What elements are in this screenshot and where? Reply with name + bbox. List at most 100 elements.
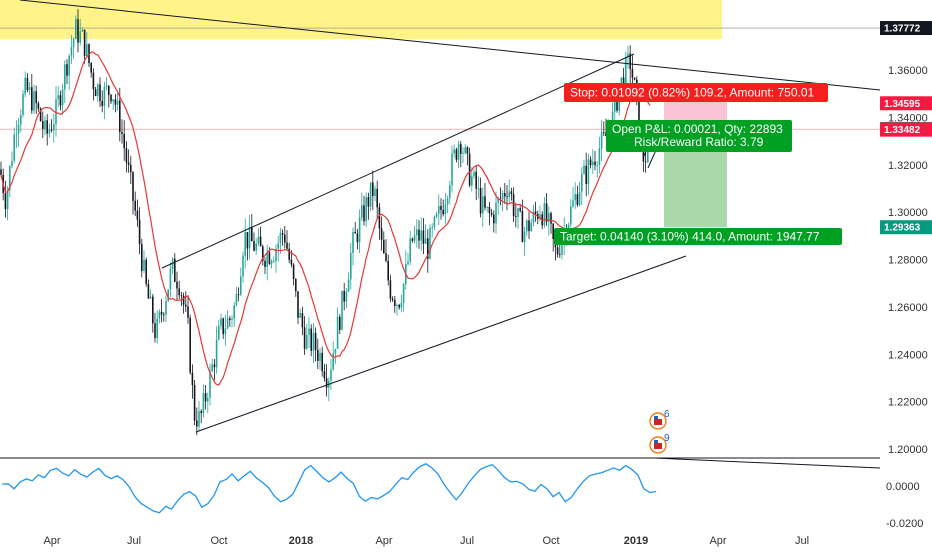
candle-body	[226, 318, 229, 329]
candle-body	[284, 234, 286, 243]
candle-body	[189, 317, 191, 373]
candle-body	[402, 284, 405, 303]
candle-body	[431, 227, 433, 228]
candle-body	[297, 291, 299, 318]
candle-body	[440, 205, 442, 210]
candle-body	[528, 220, 530, 232]
oscillator-axis[interactable]: 0.0000 -0.0200	[886, 481, 923, 530]
candle-body	[347, 279, 350, 292]
candle-body	[81, 29, 84, 32]
candle-body	[191, 372, 194, 385]
candle-body	[17, 124, 20, 134]
candle-body	[264, 260, 266, 267]
price-axis-background	[880, 0, 932, 550]
candle-body	[257, 236, 260, 244]
candle-body	[515, 216, 517, 218]
candle-body	[409, 238, 411, 262]
event-flag-icon	[654, 419, 662, 425]
candle-body	[334, 348, 337, 354]
candle-body	[262, 246, 264, 261]
candle-body	[475, 171, 477, 189]
candle-body	[266, 252, 268, 267]
time-tick-label: Oct	[210, 535, 227, 547]
candle-body	[196, 420, 198, 427]
candle-body	[251, 227, 253, 242]
candle-body	[493, 214, 495, 224]
price-tag[interactable]	[880, 220, 932, 235]
candle-body	[583, 165, 585, 174]
candle-body	[598, 148, 601, 165]
time-axis[interactable]: Apr Jul Oct 2018 Apr Jul Oct 2019 Apr Jul	[43, 535, 809, 547]
price-tag[interactable]	[880, 122, 932, 137]
candle-body	[449, 185, 451, 199]
candle-body	[99, 84, 101, 102]
candle-body	[429, 227, 431, 259]
oscillator-tick-label: 0.0000	[886, 481, 920, 493]
candle-body	[235, 294, 238, 306]
candle-body	[167, 289, 169, 301]
candle-body	[178, 288, 180, 296]
candle-body	[504, 193, 506, 197]
candle-body	[358, 217, 361, 243]
candle-body	[110, 94, 112, 102]
event-markers-layer[interactable]: 69	[649, 409, 670, 454]
chart-background	[0, 0, 880, 550]
price-tag[interactable]	[880, 21, 932, 36]
candle-body	[365, 197, 367, 222]
candle-body	[72, 39, 75, 48]
candle-body	[77, 19, 79, 43]
descending-trendline[interactable]	[19, 0, 881, 91]
candle-body	[314, 332, 317, 351]
candle-body	[367, 197, 370, 207]
trendlines-layer[interactable]	[19, 0, 881, 433]
candle-body	[418, 229, 420, 241]
upper-channel-line[interactable]	[161, 53, 635, 269]
candle-body	[339, 316, 341, 330]
candle-body	[174, 258, 176, 282]
lower-channel-line[interactable]	[195, 255, 687, 433]
candle-body	[169, 268, 172, 290]
candle-body	[130, 164, 132, 173]
candle-body	[193, 384, 196, 421]
candle-body	[119, 100, 121, 133]
candle-body	[363, 205, 365, 222]
target-label-text: Target: 0.04140 (3.10%) 414.0, Amount: 1…	[560, 230, 820, 244]
candle-body	[486, 206, 488, 208]
candle-body	[570, 206, 572, 225]
candle-body	[185, 304, 187, 307]
candle-body	[585, 165, 587, 184]
oscillator-line	[1, 463, 657, 514]
event-count: 6	[664, 409, 670, 420]
candle-body	[229, 318, 231, 321]
candle-body	[578, 191, 581, 205]
position-tool[interactable]: Stop: 0.01092 (0.82%) 109.2, Amount: 750…	[554, 83, 842, 245]
candle-body	[163, 314, 165, 316]
candle-body	[143, 259, 145, 271]
price-axis[interactable]: 1.36000 1.34000 1.32000 1.30000 1.28000 1.260…	[880, 21, 932, 456]
candle-body	[136, 210, 139, 220]
candle-body	[317, 350, 319, 361]
time-tick-label: Apr	[375, 535, 392, 547]
candle-body	[108, 85, 110, 95]
candle-body	[455, 149, 458, 160]
candle-body	[42, 121, 44, 129]
candle-body	[539, 214, 541, 219]
candle-body	[376, 188, 378, 208]
candle-body	[312, 332, 315, 351]
pnl-label-box	[606, 120, 792, 152]
candle-body	[215, 339, 218, 368]
candle-body	[479, 188, 482, 214]
candle-body	[86, 44, 88, 57]
candle-body	[220, 318, 222, 326]
candle-body	[211, 364, 213, 372]
candle-body	[629, 53, 631, 69]
price-tag[interactable]	[880, 96, 932, 111]
candle-body	[497, 198, 499, 203]
candle-body	[233, 305, 235, 319]
candle-body	[255, 243, 257, 251]
candle-body	[180, 295, 183, 296]
candle-body	[501, 193, 504, 200]
oscillator-trendline[interactable]	[653, 457, 881, 469]
candle-body	[517, 208, 519, 217]
candle-body	[33, 91, 35, 111]
